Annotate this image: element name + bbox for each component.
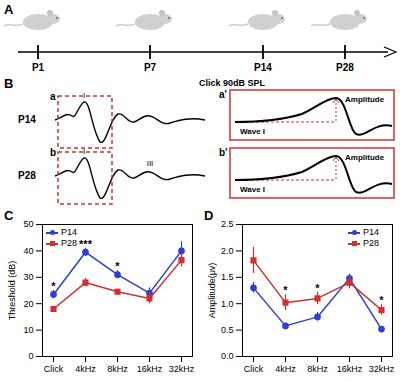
svg-text:20: 20	[23, 299, 33, 309]
html-text:C: C	[4, 208, 14, 223]
svg-text:P28: P28	[336, 62, 354, 73]
svg-text:40: 40	[23, 246, 33, 256]
svg-text:1.0: 1.0	[221, 299, 234, 309]
svg-text:10: 10	[23, 325, 33, 335]
html-text:P28: P28	[61, 238, 77, 248]
svg-text:P14: P14	[18, 114, 36, 125]
svg-text:30: 30	[23, 272, 33, 282]
svg-text:8kHz: 8kHz	[107, 364, 128, 374]
svg-text:Wave I: Wave I	[240, 127, 265, 136]
html-text:D: D	[204, 208, 214, 223]
svg-text:0: 0	[28, 351, 33, 361]
svg-text:P1: P1	[32, 62, 45, 73]
svg-text:0.5: 0.5	[221, 325, 234, 335]
svg-text:b: b	[50, 147, 56, 158]
svg-text:16kHz: 16kHz	[137, 364, 163, 374]
svg-text:50: 50	[23, 219, 33, 229]
svg-text:I: I	[83, 147, 85, 156]
svg-text:*: *	[315, 282, 320, 294]
svg-text:P14: P14	[254, 62, 272, 73]
svg-text:Amplitude: Amplitude	[345, 95, 385, 104]
html-text:P14: P14	[363, 227, 379, 237]
svg-text:P7: P7	[144, 62, 157, 73]
svg-text:32kHz: 32kHz	[369, 364, 395, 374]
svg-text:Click: Click	[244, 364, 264, 374]
svg-text:0.0: 0.0	[221, 351, 234, 361]
html-text:B: B	[4, 76, 14, 91]
svg-text:32kHz: 32kHz	[169, 364, 195, 374]
svg-text:4kHz: 4kHz	[75, 364, 96, 374]
svg-text:Wave I: Wave I	[240, 185, 265, 194]
svg-text:I: I	[83, 91, 85, 100]
svg-text:P28: P28	[18, 170, 36, 181]
svg-text:*: *	[379, 294, 384, 306]
svg-text:*: *	[51, 280, 56, 292]
svg-text:***: ***	[79, 238, 93, 250]
svg-text:b': b'	[219, 147, 228, 158]
svg-text:III: III	[147, 159, 154, 168]
svg-text:2.5: 2.5	[221, 219, 234, 229]
svg-text:Amplitude: Amplitude	[345, 153, 385, 162]
svg-text:*: *	[283, 284, 288, 296]
html-text:P14: P14	[61, 227, 77, 237]
svg-text:16kHz: 16kHz	[337, 364, 363, 374]
svg-text:Amplitude(μv): Amplitude(μv)	[207, 263, 217, 319]
svg-text:Threshold (dB): Threshold (dB)	[7, 261, 17, 321]
svg-text:a': a'	[219, 89, 227, 100]
svg-text:Click 90dB SPL: Click 90dB SPL	[199, 78, 266, 88]
svg-text:Click: Click	[44, 364, 64, 374]
html-text:P28: P28	[363, 238, 379, 248]
svg-text:a: a	[50, 91, 56, 102]
svg-text:*: *	[115, 260, 120, 272]
svg-text:2.0: 2.0	[221, 246, 234, 256]
svg-text:1.5: 1.5	[221, 272, 234, 282]
svg-text:8kHz: 8kHz	[307, 364, 328, 374]
html-text:A: A	[4, 2, 14, 17]
svg-text:4kHz: 4kHz	[275, 364, 296, 374]
